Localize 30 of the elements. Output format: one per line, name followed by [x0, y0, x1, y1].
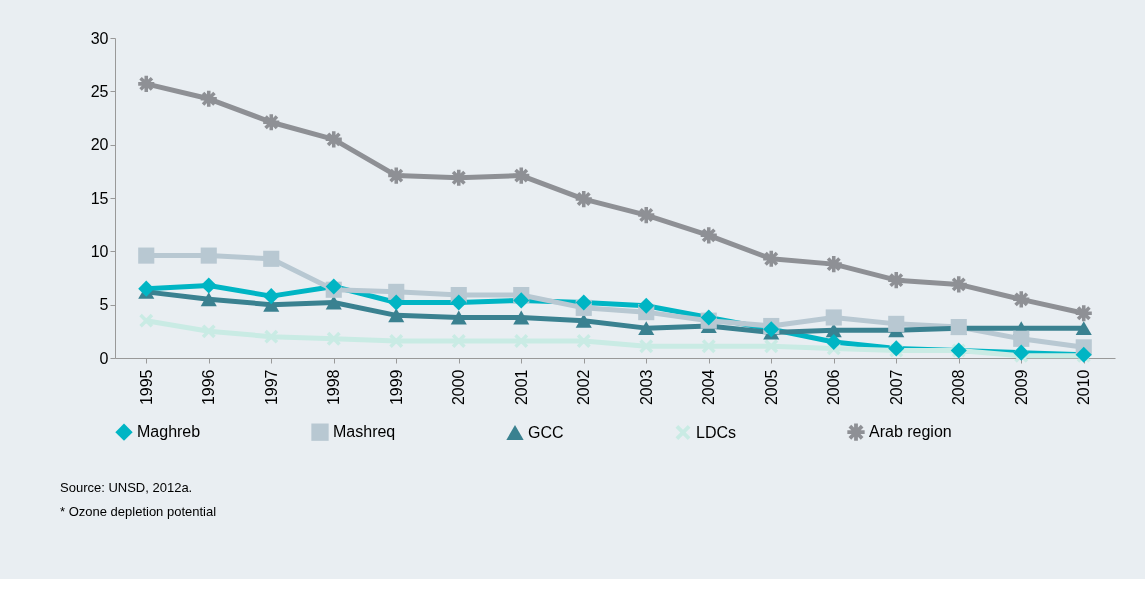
x-tick-label: 2003 — [637, 369, 655, 406]
x-tick-label: 1999 — [387, 369, 405, 406]
legend-label: Mashreq — [333, 423, 396, 441]
y-tick-label: 5 — [99, 296, 109, 314]
legend-label: LDCs — [696, 423, 737, 441]
x-tick-label: 2001 — [512, 369, 530, 406]
y-tick-label: 10 — [90, 242, 109, 260]
x-tick-label: 2000 — [450, 369, 468, 406]
x-tick-label: 2009 — [1012, 369, 1030, 406]
x-tick-label: 2010 — [1075, 369, 1093, 406]
x-tick-label: 2005 — [762, 369, 780, 406]
y-tick-label: 15 — [90, 189, 109, 207]
legend-label: Arab region — [869, 423, 952, 441]
x-tick-label: 2006 — [825, 369, 843, 406]
x-tick-label: 2007 — [887, 369, 905, 406]
x-tick-label: 1997 — [262, 369, 280, 406]
x-tick-label: 1998 — [325, 369, 343, 406]
legend-label: GCC — [528, 423, 564, 441]
x-tick-label: 1996 — [200, 369, 218, 406]
y-tick-label: 20 — [90, 136, 109, 154]
x-tick-label: 2002 — [575, 369, 593, 406]
x-tick-label: 2004 — [700, 369, 718, 406]
y-tick-label: 0 — [99, 349, 109, 367]
y-tick-label: 30 — [90, 29, 109, 47]
text: * Ozone depletion potential — [60, 504, 217, 519]
legend-label: Maghreb — [137, 423, 201, 441]
source-note: Source: UNSD, 2012a. — [60, 480, 193, 495]
x-tick-label: 2008 — [950, 369, 968, 406]
x-tick-label: 1995 — [137, 369, 155, 406]
y-tick-label: 25 — [90, 82, 109, 100]
